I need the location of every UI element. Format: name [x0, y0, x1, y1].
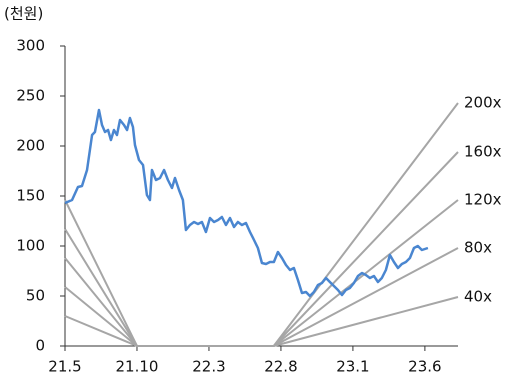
y-axis-label: (천원)	[4, 5, 43, 23]
band-label: 40x	[464, 288, 492, 306]
y-tick-label: 50	[26, 287, 45, 305]
x-tick-label: 22.8	[264, 358, 297, 376]
y-tick-label: 300	[16, 37, 45, 55]
band-label: 80x	[464, 239, 492, 257]
band-line	[64, 102, 459, 347]
y-tick-label: 200	[16, 137, 45, 155]
price-line	[64, 108, 429, 298]
y-tick-label: 100	[16, 237, 45, 255]
y-tick-label: 150	[16, 187, 45, 205]
band-label: 200x	[464, 94, 502, 112]
band-line	[64, 296, 459, 347]
x-tick-label: 21.5	[48, 358, 81, 376]
band-label: 160x	[464, 143, 502, 161]
x-tick-label: 22.3	[192, 358, 225, 376]
x-tick-label: 23.1	[336, 358, 369, 376]
x-tick-label: 21.10	[116, 358, 159, 376]
band-label: 120x	[464, 191, 502, 209]
x-tick-label: 23.6	[408, 358, 441, 376]
y-tick-label: 0	[35, 337, 45, 355]
y-tick-label: 250	[16, 87, 45, 105]
